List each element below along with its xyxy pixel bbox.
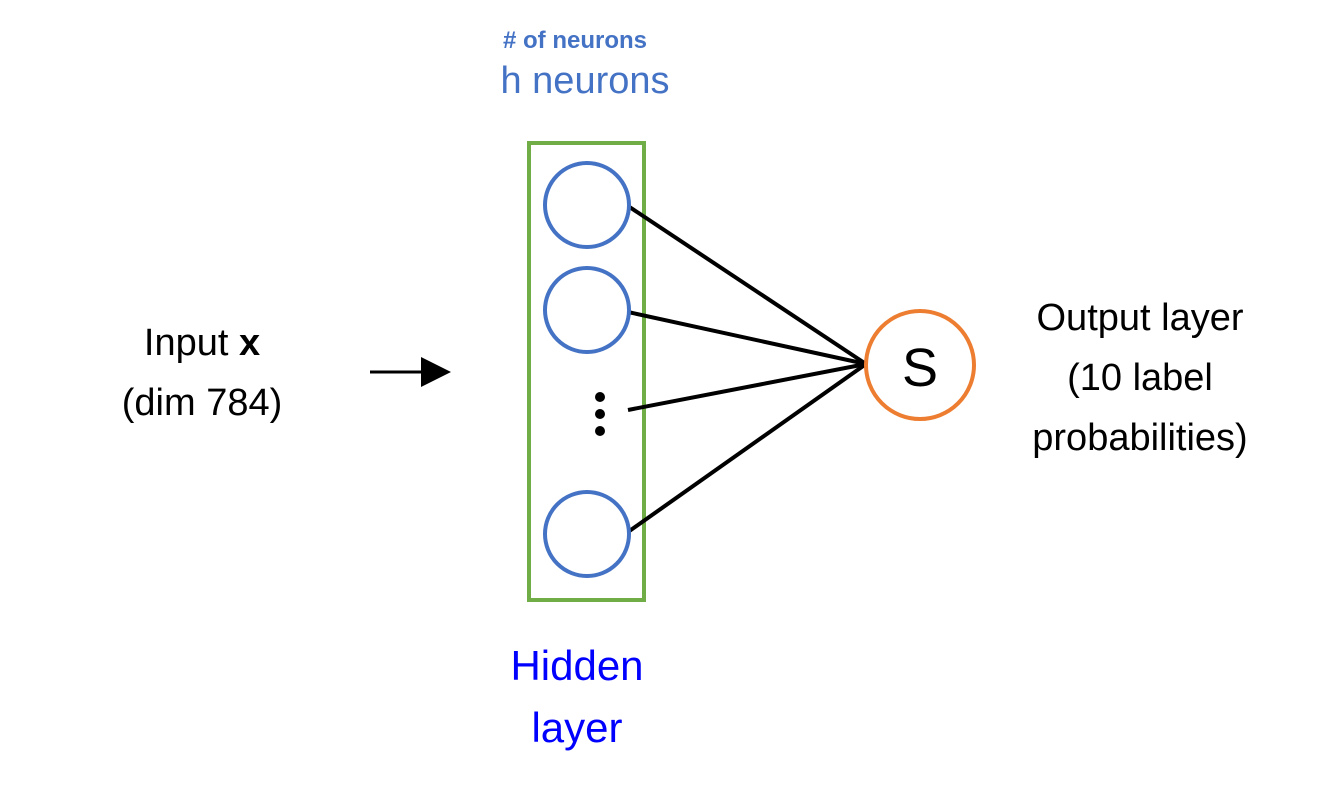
- output-neuron-symbol: S: [902, 338, 938, 398]
- connection-line-1: [626, 204, 868, 366]
- ellipsis-dot: [595, 426, 605, 436]
- neurons-count-annotation: # of neurons: [503, 27, 647, 54]
- ellipsis-dots: [595, 392, 605, 436]
- connection-line-3: [627, 362, 867, 412]
- input-label-prefix: Input: [144, 322, 239, 364]
- ellipsis-dot: [595, 409, 605, 419]
- hidden-layer-name-line1: Hidden: [510, 642, 643, 689]
- hidden-neuron-3: [543, 490, 631, 578]
- output-label-line1: Output layer: [1037, 297, 1244, 339]
- output-label-line3: probabilities): [1032, 417, 1247, 459]
- connection-line-4: [626, 362, 868, 534]
- hidden-layer-box: [527, 141, 646, 602]
- input-label-line2: (dim 784): [122, 382, 283, 424]
- connection-line-2: [627, 310, 867, 366]
- hidden-layer-name-line2: layer: [531, 704, 622, 751]
- input-variable: x: [239, 322, 260, 364]
- input-label-line1: Input x: [144, 322, 260, 364]
- hidden-neuron-1: [543, 161, 631, 249]
- output-neuron: [864, 309, 976, 421]
- hidden-neuron-2: [543, 266, 631, 354]
- h-neurons-label: h neurons: [500, 60, 669, 102]
- ellipsis-dot: [595, 392, 605, 402]
- output-label-line2: (10 label: [1067, 357, 1213, 399]
